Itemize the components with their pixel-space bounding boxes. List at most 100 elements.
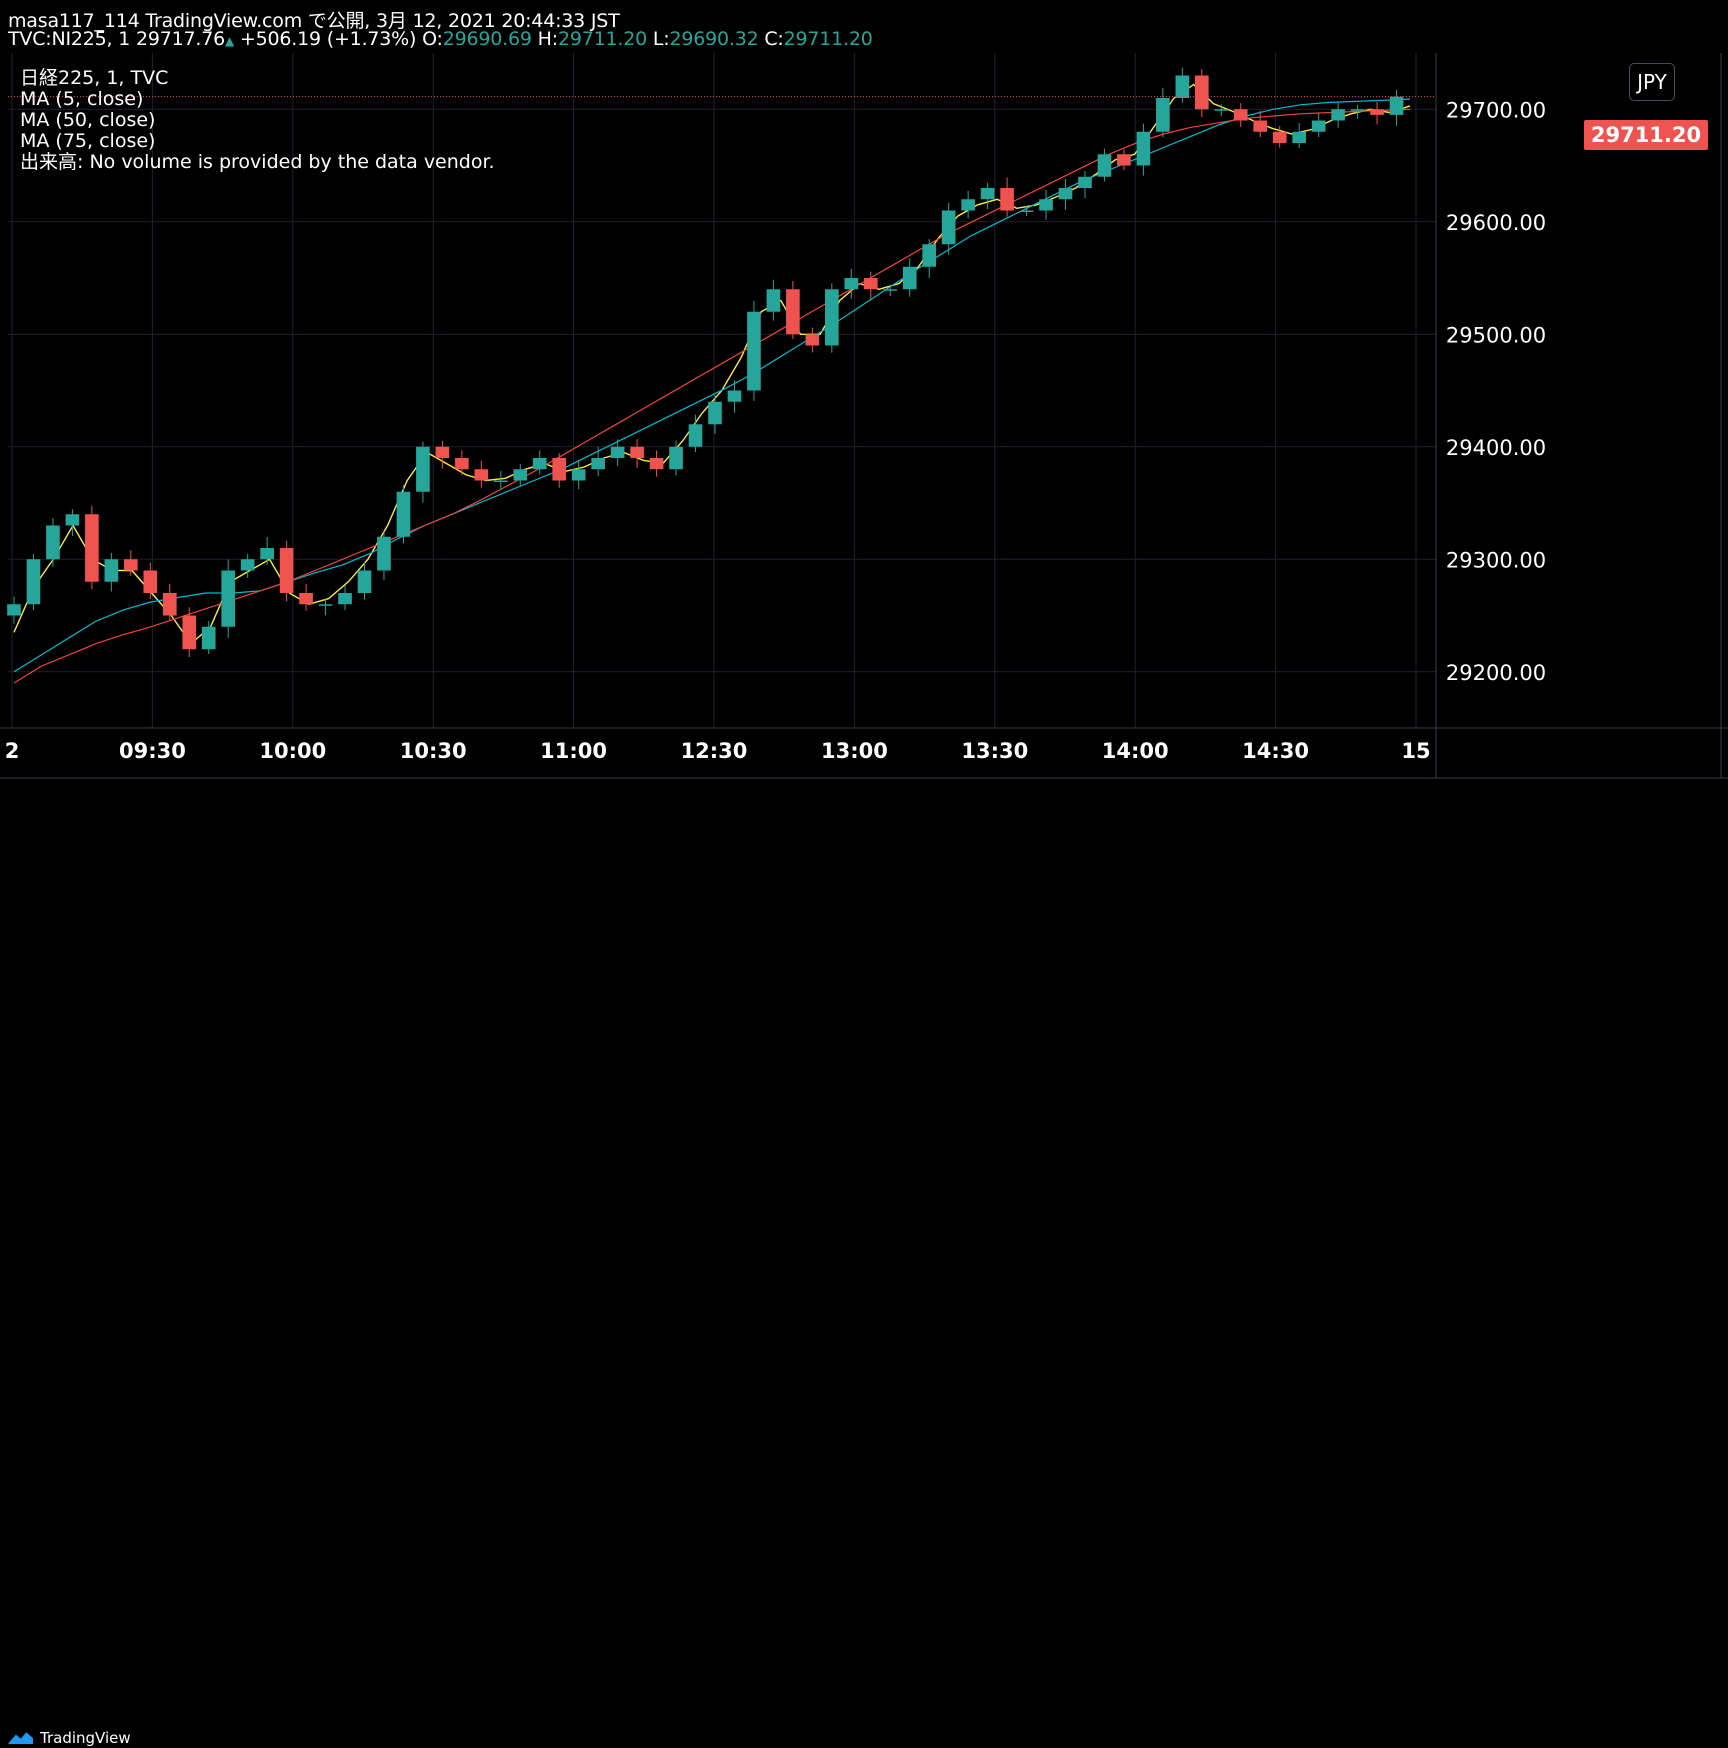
candle-body bbox=[591, 458, 605, 470]
low-label: L: bbox=[652, 28, 670, 50]
candle-body bbox=[630, 446, 644, 458]
candle-body bbox=[416, 446, 430, 492]
chart-header: masa117_114 TradingView.com で公開, 3月 12, … bbox=[0, 0, 1728, 53]
candle-body bbox=[182, 615, 197, 650]
close-label: C: bbox=[764, 28, 784, 50]
footer: TradingView bbox=[0, 856, 1728, 1747]
candle-body bbox=[747, 311, 761, 391]
publisher-line: masa117_114 TradingView.com で公開, 3月 12, … bbox=[8, 10, 620, 32]
candle-body bbox=[980, 188, 995, 200]
x-tick-label: 2 bbox=[5, 739, 20, 763]
candle-body bbox=[260, 548, 274, 560]
candle-body bbox=[1233, 109, 1248, 121]
y-tick-label: 29600.00 bbox=[1446, 211, 1546, 235]
candle-body bbox=[318, 604, 333, 606]
candle-body bbox=[1136, 131, 1151, 166]
candle-body bbox=[1039, 199, 1053, 211]
candle-body bbox=[1194, 75, 1209, 110]
candle-body bbox=[513, 469, 528, 481]
candle-body bbox=[299, 593, 313, 605]
candle-body bbox=[435, 446, 450, 458]
candle-body bbox=[1389, 96, 1404, 115]
candle-body bbox=[1311, 120, 1326, 132]
candle-body bbox=[688, 424, 703, 447]
candle-body bbox=[1370, 109, 1384, 115]
high-value: 29711.20 bbox=[557, 28, 647, 50]
candle-body bbox=[1117, 154, 1131, 166]
candle-body bbox=[124, 559, 138, 571]
candle-body bbox=[1097, 154, 1112, 177]
y-tick-label: 29200.00 bbox=[1446, 661, 1546, 685]
candle-body bbox=[844, 278, 859, 290]
candle-body bbox=[65, 514, 80, 526]
candle-body bbox=[805, 334, 820, 346]
x-tick-label: 14:30 bbox=[1242, 739, 1309, 763]
ohlc-line: TVC:NI225, 1 29717.76▲ +506.19 (+1.73%) … bbox=[8, 28, 873, 50]
candle-body bbox=[7, 604, 21, 616]
candle-body bbox=[786, 289, 800, 335]
brand-label: TradingView bbox=[40, 1729, 131, 1747]
chart-legend: 日経225, 1, TVC MA (5, close) MA (50, clos… bbox=[20, 68, 495, 173]
legend-volume: 出来高: No volume is provided by the data v… bbox=[20, 151, 495, 173]
candle-body bbox=[766, 289, 781, 312]
grid bbox=[8, 53, 1436, 728]
candle-body bbox=[1019, 210, 1034, 212]
candle-body bbox=[279, 548, 294, 593]
candle-body bbox=[1253, 120, 1268, 132]
candle-body bbox=[961, 199, 975, 211]
tradingview-logo[interactable]: TradingView bbox=[8, 1728, 131, 1748]
candle-body bbox=[221, 570, 236, 627]
candle-body bbox=[1350, 109, 1365, 111]
chart-frame[interactable]: 29200.00 29300.00 29400.00 29500.00 29600.00… bbox=[0, 53, 1728, 856]
open-value: 29690.69 bbox=[442, 28, 532, 50]
candle-body bbox=[727, 390, 742, 402]
candle-body bbox=[825, 289, 839, 346]
candle-body bbox=[201, 626, 216, 650]
candle-body bbox=[1078, 176, 1092, 188]
candle-body bbox=[941, 210, 956, 245]
price-chart[interactable]: 29200.00 29300.00 29400.00 29500.00 29600.00… bbox=[0, 53, 1728, 856]
candle-body bbox=[1175, 75, 1190, 98]
candle-body bbox=[1331, 109, 1345, 121]
candle-body bbox=[863, 278, 878, 290]
tradingview-icon bbox=[8, 1732, 33, 1745]
candle-body bbox=[377, 536, 391, 571]
candle-body bbox=[1058, 188, 1073, 200]
candle-body bbox=[883, 289, 898, 291]
candle-body bbox=[610, 446, 625, 458]
y-tick-label: 29400.00 bbox=[1446, 436, 1546, 460]
candle-body bbox=[902, 266, 917, 290]
y-tick-label: 29500.00 bbox=[1446, 323, 1546, 347]
candle-body bbox=[396, 491, 411, 537]
legend-ma5: MA (5, close) bbox=[20, 88, 144, 110]
last-price: 29717.76 bbox=[135, 28, 226, 50]
y-tick-label: 29300.00 bbox=[1446, 548, 1546, 572]
candle-body bbox=[1156, 98, 1170, 132]
last-price-tag: 29711.20 bbox=[1584, 120, 1708, 150]
x-tick-label: 14:00 bbox=[1102, 739, 1169, 763]
x-tick-label: 10:00 bbox=[259, 739, 326, 763]
currency-button[interactable]: JPY bbox=[1629, 63, 1675, 101]
low-value: 29690.32 bbox=[669, 28, 759, 50]
x-tick-label: 13:00 bbox=[821, 739, 888, 763]
candle-body bbox=[1214, 109, 1229, 111]
open-label: O: bbox=[422, 28, 443, 50]
candle-body bbox=[162, 593, 177, 616]
candle-body bbox=[532, 458, 547, 470]
candle-body bbox=[357, 570, 372, 593]
candle-body bbox=[922, 244, 937, 267]
candle-body bbox=[85, 514, 99, 582]
up-arrow-icon: ▲ bbox=[225, 34, 235, 48]
candle-body bbox=[571, 469, 586, 481]
candle-body bbox=[26, 559, 41, 605]
candle-body bbox=[143, 570, 158, 593]
candle-body bbox=[240, 559, 255, 571]
change-value: +506.19 (+1.73%) bbox=[239, 28, 417, 50]
legend-symbol: 日経225, 1, TVC bbox=[20, 67, 169, 89]
high-label: H: bbox=[537, 28, 558, 50]
x-tick-label: 11:00 bbox=[540, 739, 607, 763]
candle-body bbox=[1292, 131, 1306, 143]
ma75-line bbox=[13, 108, 1411, 684]
y-tick-label: 29700.00 bbox=[1446, 98, 1546, 122]
symbol-label: TVC:NI225, 1 bbox=[8, 28, 131, 50]
